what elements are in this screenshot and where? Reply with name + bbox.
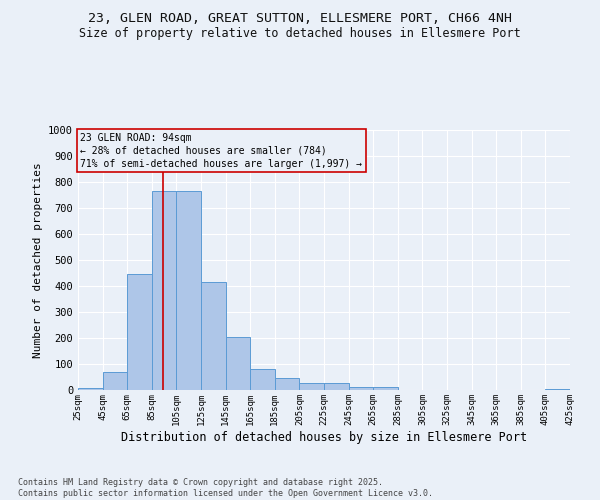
Text: 23 GLEN ROAD: 94sqm
← 28% of detached houses are smaller (784)
71% of semi-detac: 23 GLEN ROAD: 94sqm ← 28% of detached ho… <box>80 132 362 169</box>
Bar <box>226 337 250 390</box>
Text: Size of property relative to detached houses in Ellesmere Port: Size of property relative to detached ho… <box>79 28 521 40</box>
Bar <box>373 388 398 390</box>
Y-axis label: Number of detached properties: Number of detached properties <box>32 162 43 358</box>
Bar <box>299 382 324 390</box>
Bar <box>127 274 152 390</box>
Bar <box>349 387 373 390</box>
Bar <box>78 388 103 390</box>
Bar <box>275 378 299 390</box>
Bar <box>176 191 201 390</box>
Text: Contains HM Land Registry data © Crown copyright and database right 2025.
Contai: Contains HM Land Registry data © Crown c… <box>18 478 433 498</box>
Bar <box>324 382 349 390</box>
Bar <box>103 372 127 390</box>
Bar <box>250 369 275 390</box>
Text: 23, GLEN ROAD, GREAT SUTTON, ELLESMERE PORT, CH66 4NH: 23, GLEN ROAD, GREAT SUTTON, ELLESMERE P… <box>88 12 512 26</box>
X-axis label: Distribution of detached houses by size in Ellesmere Port: Distribution of detached houses by size … <box>121 430 527 444</box>
Bar <box>201 282 226 390</box>
Bar <box>152 191 176 390</box>
